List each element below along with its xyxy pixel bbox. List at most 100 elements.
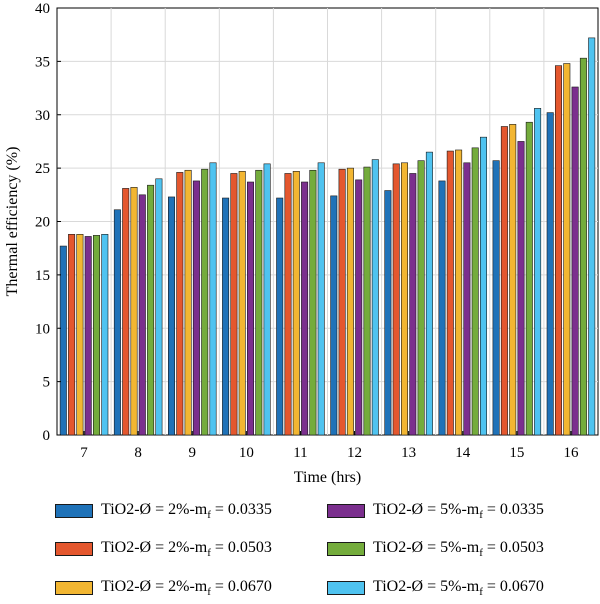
legend-label-text: TiO2-Ø = 2%-m [101, 538, 208, 556]
bar [338, 168, 346, 436]
bar [384, 190, 392, 436]
y-tick-label: 30 [35, 108, 50, 124]
bar [201, 168, 209, 436]
bar [101, 234, 109, 436]
bar [84, 236, 92, 436]
grid-lines [57, 8, 598, 435]
legend-label-text: TiO2-Ø = 5%-m [373, 500, 480, 518]
bar [309, 169, 317, 436]
bar [417, 160, 425, 436]
bar [330, 195, 338, 436]
bar [255, 169, 263, 436]
bar [284, 173, 292, 436]
bar [492, 160, 500, 436]
bar [176, 172, 184, 436]
y-tick-label: 5 [43, 375, 51, 391]
legend-label-subscript: f [479, 586, 483, 599]
x-tick-label: 16 [563, 445, 579, 461]
legend-label-value: = 0.0335 [210, 500, 272, 518]
legend-swatch [55, 581, 93, 595]
bar [455, 149, 463, 436]
bar [479, 136, 487, 436]
bar [138, 194, 146, 436]
legend-label-value: = 0.0670 [210, 577, 272, 595]
legend-item: TiO2-Ø = 2%-mf = 0.0670 [55, 573, 272, 603]
legend-label-value: = 0.0503 [210, 538, 272, 556]
bar [579, 57, 587, 436]
legend-item: TiO2-Ø = 5%-mf = 0.0503 [327, 534, 544, 564]
legend: TiO2-Ø = 2%-mf = 0.0335 TiO2-Ø = 2%-mf = … [55, 494, 595, 602]
bar [355, 179, 363, 436]
legend-item: TiO2-Ø = 2%-mf = 0.0335 [55, 496, 272, 526]
bar [500, 126, 508, 436]
legend-label-value: = 0.0503 [482, 538, 544, 556]
bar [425, 151, 433, 436]
bar [122, 188, 130, 436]
legend-swatch [55, 504, 93, 518]
bar [68, 234, 76, 436]
bar [363, 166, 371, 436]
y-tick-label: 10 [35, 321, 50, 337]
legend-label-text: TiO2-Ø = 2%-m [101, 577, 208, 595]
legend-label-text: TiO2-Ø = 5%-m [373, 538, 480, 556]
legend-label-text: TiO2-Ø = 2%-m [101, 500, 208, 518]
y-axis-ticks: 0 5 10 15 20 25 30 35 40 [35, 1, 61, 444]
legend-label-subscript: f [207, 547, 211, 560]
x-tick-label: 7 [80, 445, 88, 461]
x-tick-label: 9 [189, 445, 197, 461]
x-tick-label: 14 [455, 445, 471, 461]
legend-label: TiO2-Ø = 2%-mf = 0.0335 [101, 501, 272, 521]
x-tick-label: 13 [401, 445, 416, 461]
bar [238, 171, 246, 436]
bars [59, 37, 596, 436]
legend-label-subscript: f [207, 586, 211, 599]
bar [563, 63, 571, 436]
bar [317, 162, 325, 436]
y-axis-label: Thermal efficiency (%) [4, 147, 21, 297]
legend-label: TiO2-Ø = 5%-mf = 0.0335 [373, 501, 544, 521]
bar [147, 184, 155, 436]
legend-label: TiO2-Ø = 5%-mf = 0.0503 [373, 539, 544, 559]
legend-label-subscript: f [479, 509, 483, 522]
bar [76, 234, 84, 436]
bar [292, 171, 300, 436]
legend-item: TiO2-Ø = 5%-mf = 0.0670 [327, 573, 544, 603]
bar [168, 196, 176, 436]
bar [184, 169, 192, 436]
y-tick-label: 25 [35, 161, 50, 177]
bar [209, 162, 217, 436]
bar [525, 121, 533, 436]
bar [130, 187, 138, 436]
bar [588, 37, 596, 436]
bar [438, 180, 446, 436]
bar [93, 235, 101, 436]
legend-label: TiO2-Ø = 5%-mf = 0.0670 [373, 578, 544, 598]
y-tick-label: 0 [43, 428, 51, 444]
bar [222, 197, 230, 436]
bar [463, 162, 471, 436]
bar [59, 245, 67, 436]
bar [534, 108, 542, 436]
bar [192, 180, 200, 436]
bar [509, 124, 517, 436]
y-tick-label: 20 [35, 215, 50, 231]
bar [392, 163, 400, 436]
bar [301, 181, 309, 436]
bar [546, 112, 554, 436]
x-tick-label: 12 [347, 445, 362, 461]
bar-chart: 0 5 10 15 20 25 30 35 40 7 8 9 10 11 12 13 14 15 16 Therm… [4, 1, 599, 486]
bar [263, 163, 271, 436]
legend-swatch [327, 542, 365, 556]
legend-item: TiO2-Ø = 2%-mf = 0.0503 [55, 534, 272, 564]
x-axis-label: Time (hrs) [294, 469, 361, 486]
legend-label-value: = 0.0335 [482, 500, 544, 518]
x-axis-ticks: 7 8 9 10 11 12 13 14 15 16 [80, 431, 579, 461]
legend-label: TiO2-Ø = 2%-mf = 0.0670 [101, 578, 272, 598]
y-tick-label: 15 [35, 268, 50, 284]
y-tick-label: 40 [35, 1, 50, 17]
bar [155, 178, 163, 436]
x-tick-label: 11 [293, 445, 307, 461]
y-tick-label: 35 [35, 54, 50, 70]
bar [247, 181, 255, 436]
legend-label: TiO2-Ø = 2%-mf = 0.0503 [101, 539, 272, 559]
